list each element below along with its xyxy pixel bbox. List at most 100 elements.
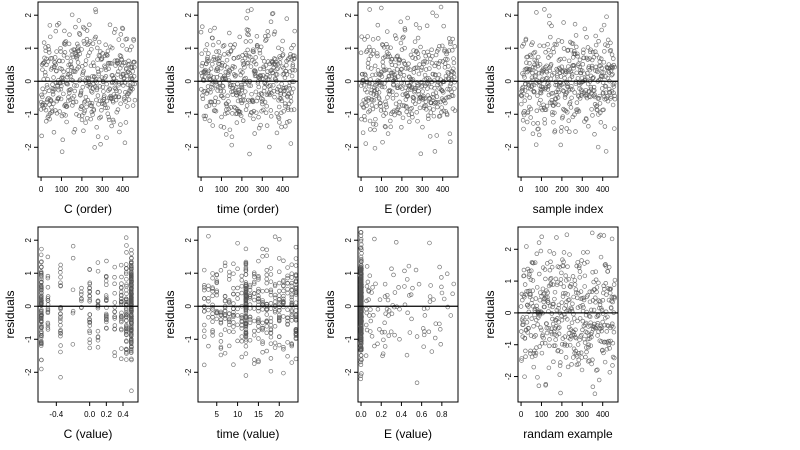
data-point — [105, 48, 111, 54]
data-point — [124, 349, 129, 355]
data-point — [251, 116, 256, 122]
data-point — [266, 33, 271, 39]
data-point — [451, 56, 456, 61]
data-point — [272, 29, 278, 35]
data-point — [444, 51, 449, 57]
x-axis: 0.0 0.2 0.4 0.6 0.8E (value) — [355, 402, 448, 441]
data-point — [65, 55, 70, 60]
data-point — [94, 125, 99, 130]
data-point — [572, 282, 578, 287]
data-point — [541, 291, 546, 297]
data-point — [612, 355, 617, 361]
data-point — [104, 315, 109, 320]
data-point — [611, 56, 616, 61]
data-point — [568, 105, 574, 110]
plot-frame — [197, 1, 299, 178]
data-point — [226, 329, 232, 334]
data-point — [39, 271, 44, 276]
data-point — [277, 305, 282, 310]
data-point — [228, 42, 233, 48]
data-point — [556, 102, 561, 108]
data-point — [274, 130, 280, 136]
data-point — [591, 279, 596, 285]
data-point — [115, 69, 121, 74]
data-point — [127, 47, 133, 53]
data-point — [58, 96, 64, 102]
data-point — [371, 92, 376, 97]
data-point — [45, 77, 50, 82]
data-point — [289, 275, 295, 280]
data-point — [602, 49, 607, 54]
data-point — [199, 87, 204, 92]
data-point — [390, 89, 395, 94]
data-point — [242, 89, 248, 94]
data-point — [258, 44, 264, 50]
data-point — [128, 341, 134, 347]
data-point — [289, 308, 294, 313]
data-point — [58, 46, 63, 51]
data-point — [417, 105, 423, 111]
x-axis-label: C (order) — [64, 202, 112, 216]
data-point — [95, 93, 101, 98]
data-point — [605, 43, 610, 49]
data-point — [358, 311, 364, 317]
data-point — [243, 261, 249, 267]
data-point — [43, 45, 48, 50]
data-point — [97, 98, 103, 103]
data-point — [58, 349, 63, 355]
data-point — [129, 287, 134, 293]
data-point — [239, 313, 245, 318]
data-point — [288, 94, 293, 100]
data-point — [129, 318, 134, 324]
data-point — [561, 284, 567, 289]
data-point — [268, 287, 274, 293]
data-point — [58, 262, 63, 268]
data-point — [239, 273, 245, 279]
data-point — [70, 78, 76, 83]
data-point — [110, 117, 116, 123]
data-point — [268, 108, 274, 113]
data-point — [384, 306, 390, 312]
x-tick-label: 400 — [116, 185, 130, 194]
data-point — [119, 281, 124, 286]
data-point — [289, 57, 295, 62]
data-point — [256, 114, 261, 120]
data-point — [567, 129, 572, 134]
data-point — [607, 370, 613, 375]
data-point — [593, 33, 598, 39]
data-point — [418, 151, 424, 157]
data-point — [210, 275, 215, 281]
data-point — [112, 275, 117, 280]
data-point — [264, 312, 270, 317]
points-random-example — [518, 230, 618, 397]
data-point — [210, 61, 215, 67]
data-point — [382, 281, 388, 287]
data-point — [380, 139, 385, 145]
data-point — [264, 247, 269, 253]
data-point — [420, 326, 426, 331]
data-point — [593, 295, 598, 301]
data-point — [371, 48, 376, 53]
data-point — [231, 314, 236, 320]
data-point — [124, 314, 129, 319]
data-point — [256, 289, 261, 294]
data-point — [256, 84, 261, 90]
data-point — [91, 107, 97, 112]
data-point — [87, 84, 92, 90]
data-point — [403, 66, 409, 71]
data-point — [409, 105, 414, 111]
data-point — [548, 53, 553, 58]
data-point — [544, 330, 550, 336]
data-point — [247, 287, 253, 293]
x-axis-label: randam example — [523, 427, 613, 441]
data-point — [576, 357, 581, 363]
data-point — [66, 41, 72, 47]
data-point — [537, 297, 543, 303]
data-point — [87, 337, 92, 342]
data-point — [233, 72, 238, 78]
data-point — [258, 73, 264, 79]
data-point — [210, 123, 215, 128]
data-point — [272, 292, 278, 298]
data-point — [247, 317, 253, 322]
data-point — [74, 83, 79, 88]
